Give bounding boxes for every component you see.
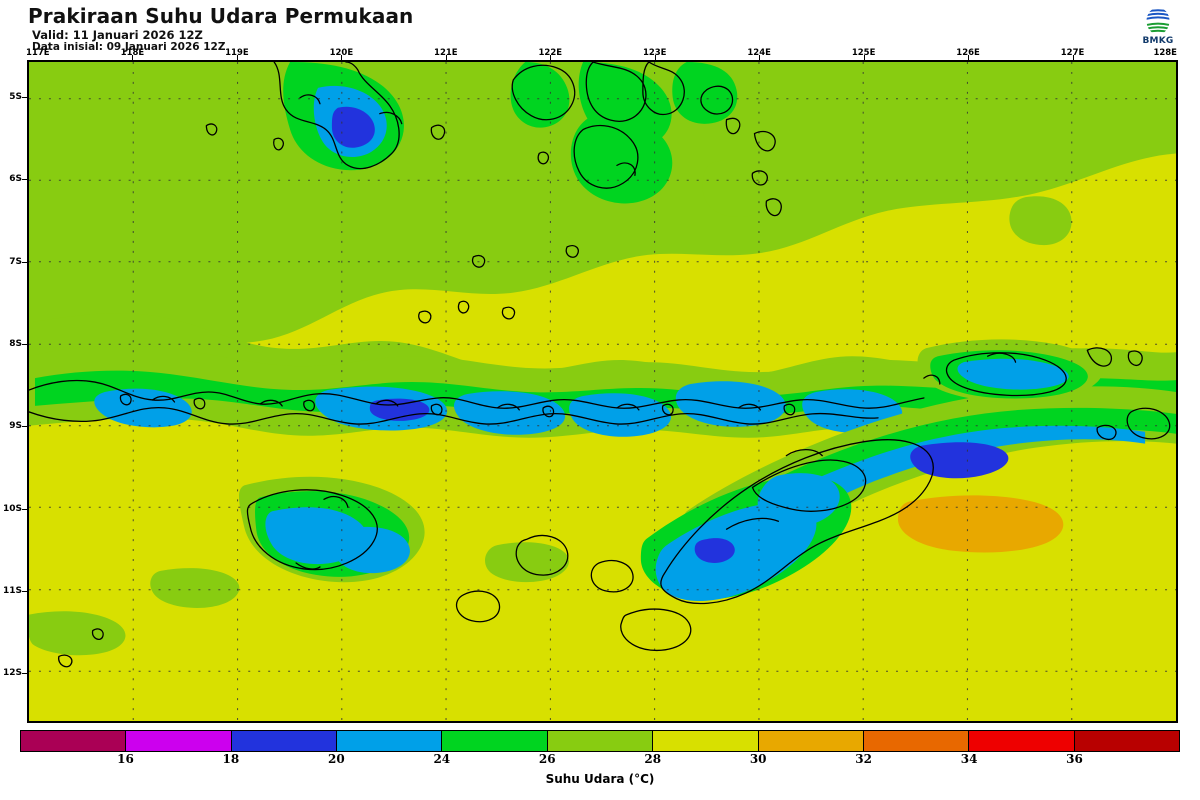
longitude-label-120e: 120E (329, 48, 354, 58)
latitude-tickmark (22, 590, 27, 592)
colorbar-segment-5[interactable] (547, 731, 654, 751)
latitude-label-11s: 11S (2, 585, 22, 596)
colorbar-segment-0[interactable] (21, 731, 127, 751)
colorbar-tick-24: 24 (433, 752, 451, 766)
longitude-label-126e: 126E (956, 48, 980, 58)
colorbar-segment-2[interactable] (231, 731, 338, 751)
longitude-label-121e: 121E (434, 48, 458, 58)
colorbar-segment-9[interactable] (969, 731, 1075, 751)
latitude-tickmark (22, 426, 27, 428)
latitude-tickmark (22, 261, 27, 263)
latitude-label-6s: 6S (9, 174, 22, 185)
bmkg-logo: BMKG (1136, 6, 1180, 52)
colorbar-tick-16: 16 (117, 752, 134, 766)
initial-data-label: Data inisial: 09 Januari 2026 12Z (32, 41, 226, 53)
colorbar-segment-8[interactable] (863, 731, 970, 751)
longitude-label-123e: 123E (642, 48, 667, 58)
longitude-label-117e: 117E (26, 48, 50, 58)
colorbar-segment-3[interactable] (337, 731, 443, 751)
longitude-tickmark (654, 55, 656, 60)
longitude-tickmark (132, 55, 134, 60)
page-title: Prakiraan Suhu Udara Permukaan (28, 4, 414, 28)
latitude-label-7s: 7S (9, 256, 22, 267)
latitude-tickmark (22, 97, 27, 98)
longitude-label-125e: 125E (851, 48, 876, 58)
longitude-tickmark (1072, 55, 1074, 60)
colorbar-axis-label: Suhu Udara (°C) (545, 772, 655, 786)
colorbar-tick-26: 26 (538, 752, 556, 766)
longitude-label-127e: 127E (1060, 48, 1085, 58)
latitude-label-12s: 12S (2, 668, 22, 679)
latitude-label-8s: 8S (9, 338, 22, 349)
longitude-tickmark (445, 55, 447, 60)
colorbar-tick-18: 18 (222, 752, 240, 766)
longitude-label-124e: 124E (747, 48, 771, 58)
longitude-label-118e: 118E (120, 48, 145, 58)
colorbar[interactable] (20, 730, 1180, 752)
colorbar-tick-30: 30 (749, 752, 767, 766)
colorbar-segment-10[interactable] (1074, 731, 1179, 751)
colorbar-tick-28: 28 (644, 752, 662, 766)
colorbar-segment-4[interactable] (442, 731, 548, 751)
forecast-map[interactable]: Sumber Data: WRF - CIPS BMKG Pusat Meteo… (27, 60, 1178, 723)
latitude-label-5s: 5S (9, 92, 22, 102)
colorbar-segment-1[interactable] (126, 731, 232, 751)
longitude-tickmark (968, 55, 970, 60)
bmkg-logo-text: BMKG (1142, 36, 1174, 46)
latitude-label-10s: 10S (2, 503, 22, 514)
longitude-tickmark (236, 55, 238, 60)
colorbar-tick-labels: 16 18 20 24 26 28 30 32 34 36 (20, 752, 1180, 768)
colorbar-tick-20: 20 (328, 752, 345, 766)
latitude-tickmark (22, 343, 27, 345)
colorbar-tick-36: 36 (1066, 752, 1083, 766)
latitude-tickmark (22, 508, 27, 510)
longitude-label-122e: 122E (538, 48, 563, 58)
latitude-tickmark (22, 673, 27, 675)
latitude-label-9s: 9S (9, 421, 22, 432)
colorbar-tick-32: 32 (855, 752, 872, 766)
colorbar-tick-34: 34 (960, 752, 978, 766)
longitude-label-119e: 119E (225, 48, 249, 58)
valid-time-label: Valid: 11 Januari 2026 12Z (32, 28, 203, 42)
longitude-tickmark (863, 55, 865, 60)
temperature-field (29, 62, 1176, 721)
longitude-tickmark (550, 55, 552, 60)
longitude-tickmark (341, 55, 343, 60)
latitude-tickmark (22, 179, 27, 181)
longitude-label-128e: 128E (1153, 48, 1177, 58)
colorbar-segment-6[interactable] (653, 731, 759, 751)
longitude-tickmark (759, 55, 761, 60)
bmkg-logo-icon (1144, 6, 1172, 36)
colorbar-segment-7[interactable] (758, 731, 864, 751)
